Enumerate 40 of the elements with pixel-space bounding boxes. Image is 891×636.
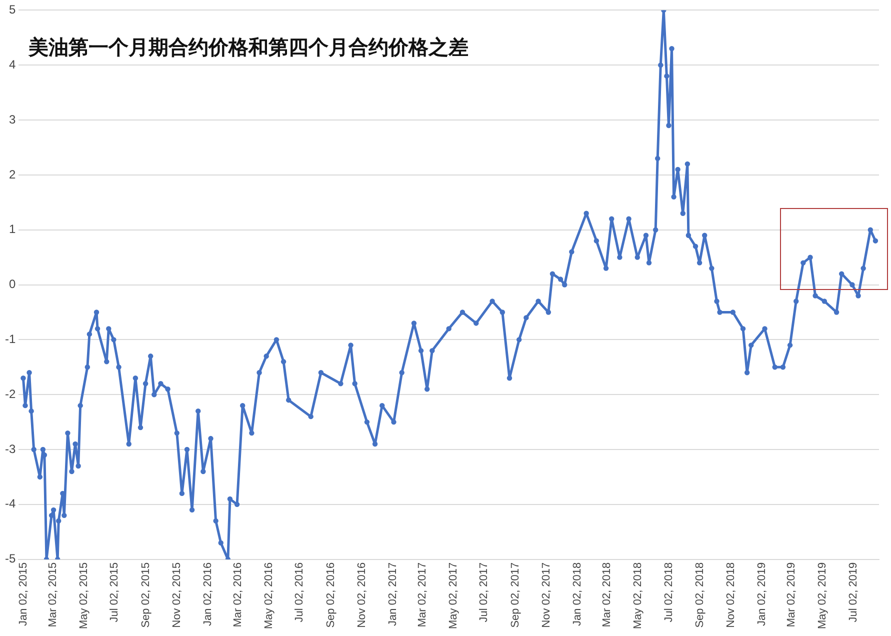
x-tick-label: Sep 02, 2016 [325,562,338,628]
y-tick-label: -1 [5,332,16,346]
x-tick-label: Jul 02, 2016 [294,562,306,622]
x-tick-label: Mar 02, 2016 [232,562,244,628]
y-tick-label: 1 [8,222,16,236]
y-tick-label: 2 [8,167,16,182]
y-tick-label: 5 [8,2,16,17]
x-tick-label: Sep 02, 2015 [140,562,152,628]
x-tick-label: Nov 02, 2017 [540,562,552,628]
y-tick-label: 3 [8,112,16,126]
x-tick-label: May 02, 2017 [447,562,460,629]
y-tick-label: -5 [5,552,16,566]
x-tick-label: Nov 02, 2018 [724,562,737,628]
y-tick-label: -2 [5,386,16,401]
x-tick-label: May 02, 2015 [78,562,90,629]
y-tick-label: -3 [5,442,16,456]
x-tick-label: Jul 02, 2015 [108,562,121,622]
x-tick-label: Jan 02, 2017 [386,562,399,626]
y-tick-label: -4 [5,496,16,511]
x-tick-label: Jan 02, 2018 [571,562,584,626]
x-tick-label: Mar 02, 2015 [47,562,60,628]
x-tick-label: Jan 02, 2019 [756,562,768,626]
x-tick-label: Nov 02, 2015 [170,562,183,628]
y-tick-label: 4 [8,57,16,72]
x-tick-label: Nov 02, 2016 [356,562,368,628]
x-tick-label: Jul 02, 2018 [662,562,675,622]
x-tick-label: Mar 02, 2017 [416,562,429,628]
x-tick-label: May 02, 2018 [632,562,644,629]
x-tick-label: May 02, 2016 [262,562,275,629]
text: 美油第一个月期合约价格和第四个月合约价格之差 [24,32,473,64]
x-tick-label: May 02, 2019 [816,562,828,629]
x-tick-label: Mar 02, 2018 [601,562,614,628]
x-tick-label: Sep 02, 2017 [510,562,522,628]
x-tick-label: Mar 02, 2019 [786,562,798,628]
x-tick-label: Sep 02, 2018 [694,562,706,628]
y-tick-label: 0 [8,277,16,292]
x-tick-label: Jul 02, 2017 [478,562,490,622]
x-tick-label: Jan 02, 2016 [202,562,214,626]
x-tick-label: Jan 02, 2015 [17,562,30,626]
x-tick-label: Jul 02, 2019 [847,562,860,622]
